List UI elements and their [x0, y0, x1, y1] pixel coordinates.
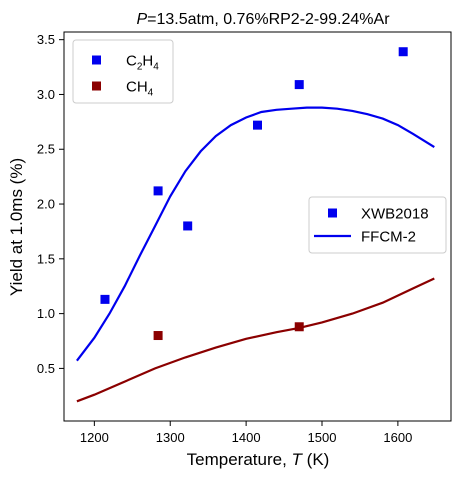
y-tick-label: 2.0 [37, 197, 55, 212]
y-axis-label: Yield at 1.0ms (%) [7, 158, 26, 296]
x-tick-label: 1200 [80, 430, 109, 445]
y-tick-label: 3.5 [37, 32, 55, 47]
data-point-0-4 [294, 80, 304, 90]
legend-source-label: FFCM-2 [361, 229, 416, 246]
data-point-0-1 [153, 186, 163, 196]
legend-source-marker [328, 208, 337, 218]
y-tick-label: 3.0 [37, 87, 55, 102]
y-tick-label: 2.5 [37, 142, 55, 157]
legend-source-label: XWB2018 [361, 206, 429, 223]
x-tick-label: 1400 [232, 430, 261, 445]
y-tick-label: 1.5 [37, 251, 55, 266]
legend-species: C2H4 CH4 [72, 39, 174, 104]
series-line-2 [76, 106, 435, 362]
data-point-0-5 [398, 47, 408, 57]
x-tick-label: 1600 [383, 430, 412, 445]
legend-species-marker [92, 55, 101, 65]
plot-frame [63, 31, 452, 422]
x-tick-label: 1500 [308, 430, 337, 445]
chart-title: P=13.5atm, 0.76%RP2-2-99.24%Ar [136, 11, 390, 28]
plot-area [76, 47, 435, 403]
y-tick-label: 0.5 [37, 361, 55, 376]
data-point-0-2 [183, 221, 193, 231]
y-tick-label: 1.0 [37, 306, 55, 321]
legend-species-label: C2H4 [126, 53, 159, 73]
legend-source: XWB2018 FFCM-2 [308, 196, 447, 254]
legend-species-marker [92, 81, 101, 91]
axes: 1200 1300 1400 1500 1600 0.5 1.0 1.5 2.0 2.5 3.0 3.… [37, 31, 452, 445]
x-axis-label: Temperature, T (K) [187, 450, 330, 469]
x-tick-label: 1300 [156, 430, 185, 445]
legend-source-box [308, 196, 447, 254]
data-point-0-3 [253, 120, 262, 130]
data-point-1-0 [153, 331, 163, 341]
legend-species-label: CH4 [126, 79, 154, 99]
series-line-3 [76, 277, 435, 403]
data-point-1-1 [294, 322, 304, 332]
data-point-0-0 [100, 294, 110, 304]
